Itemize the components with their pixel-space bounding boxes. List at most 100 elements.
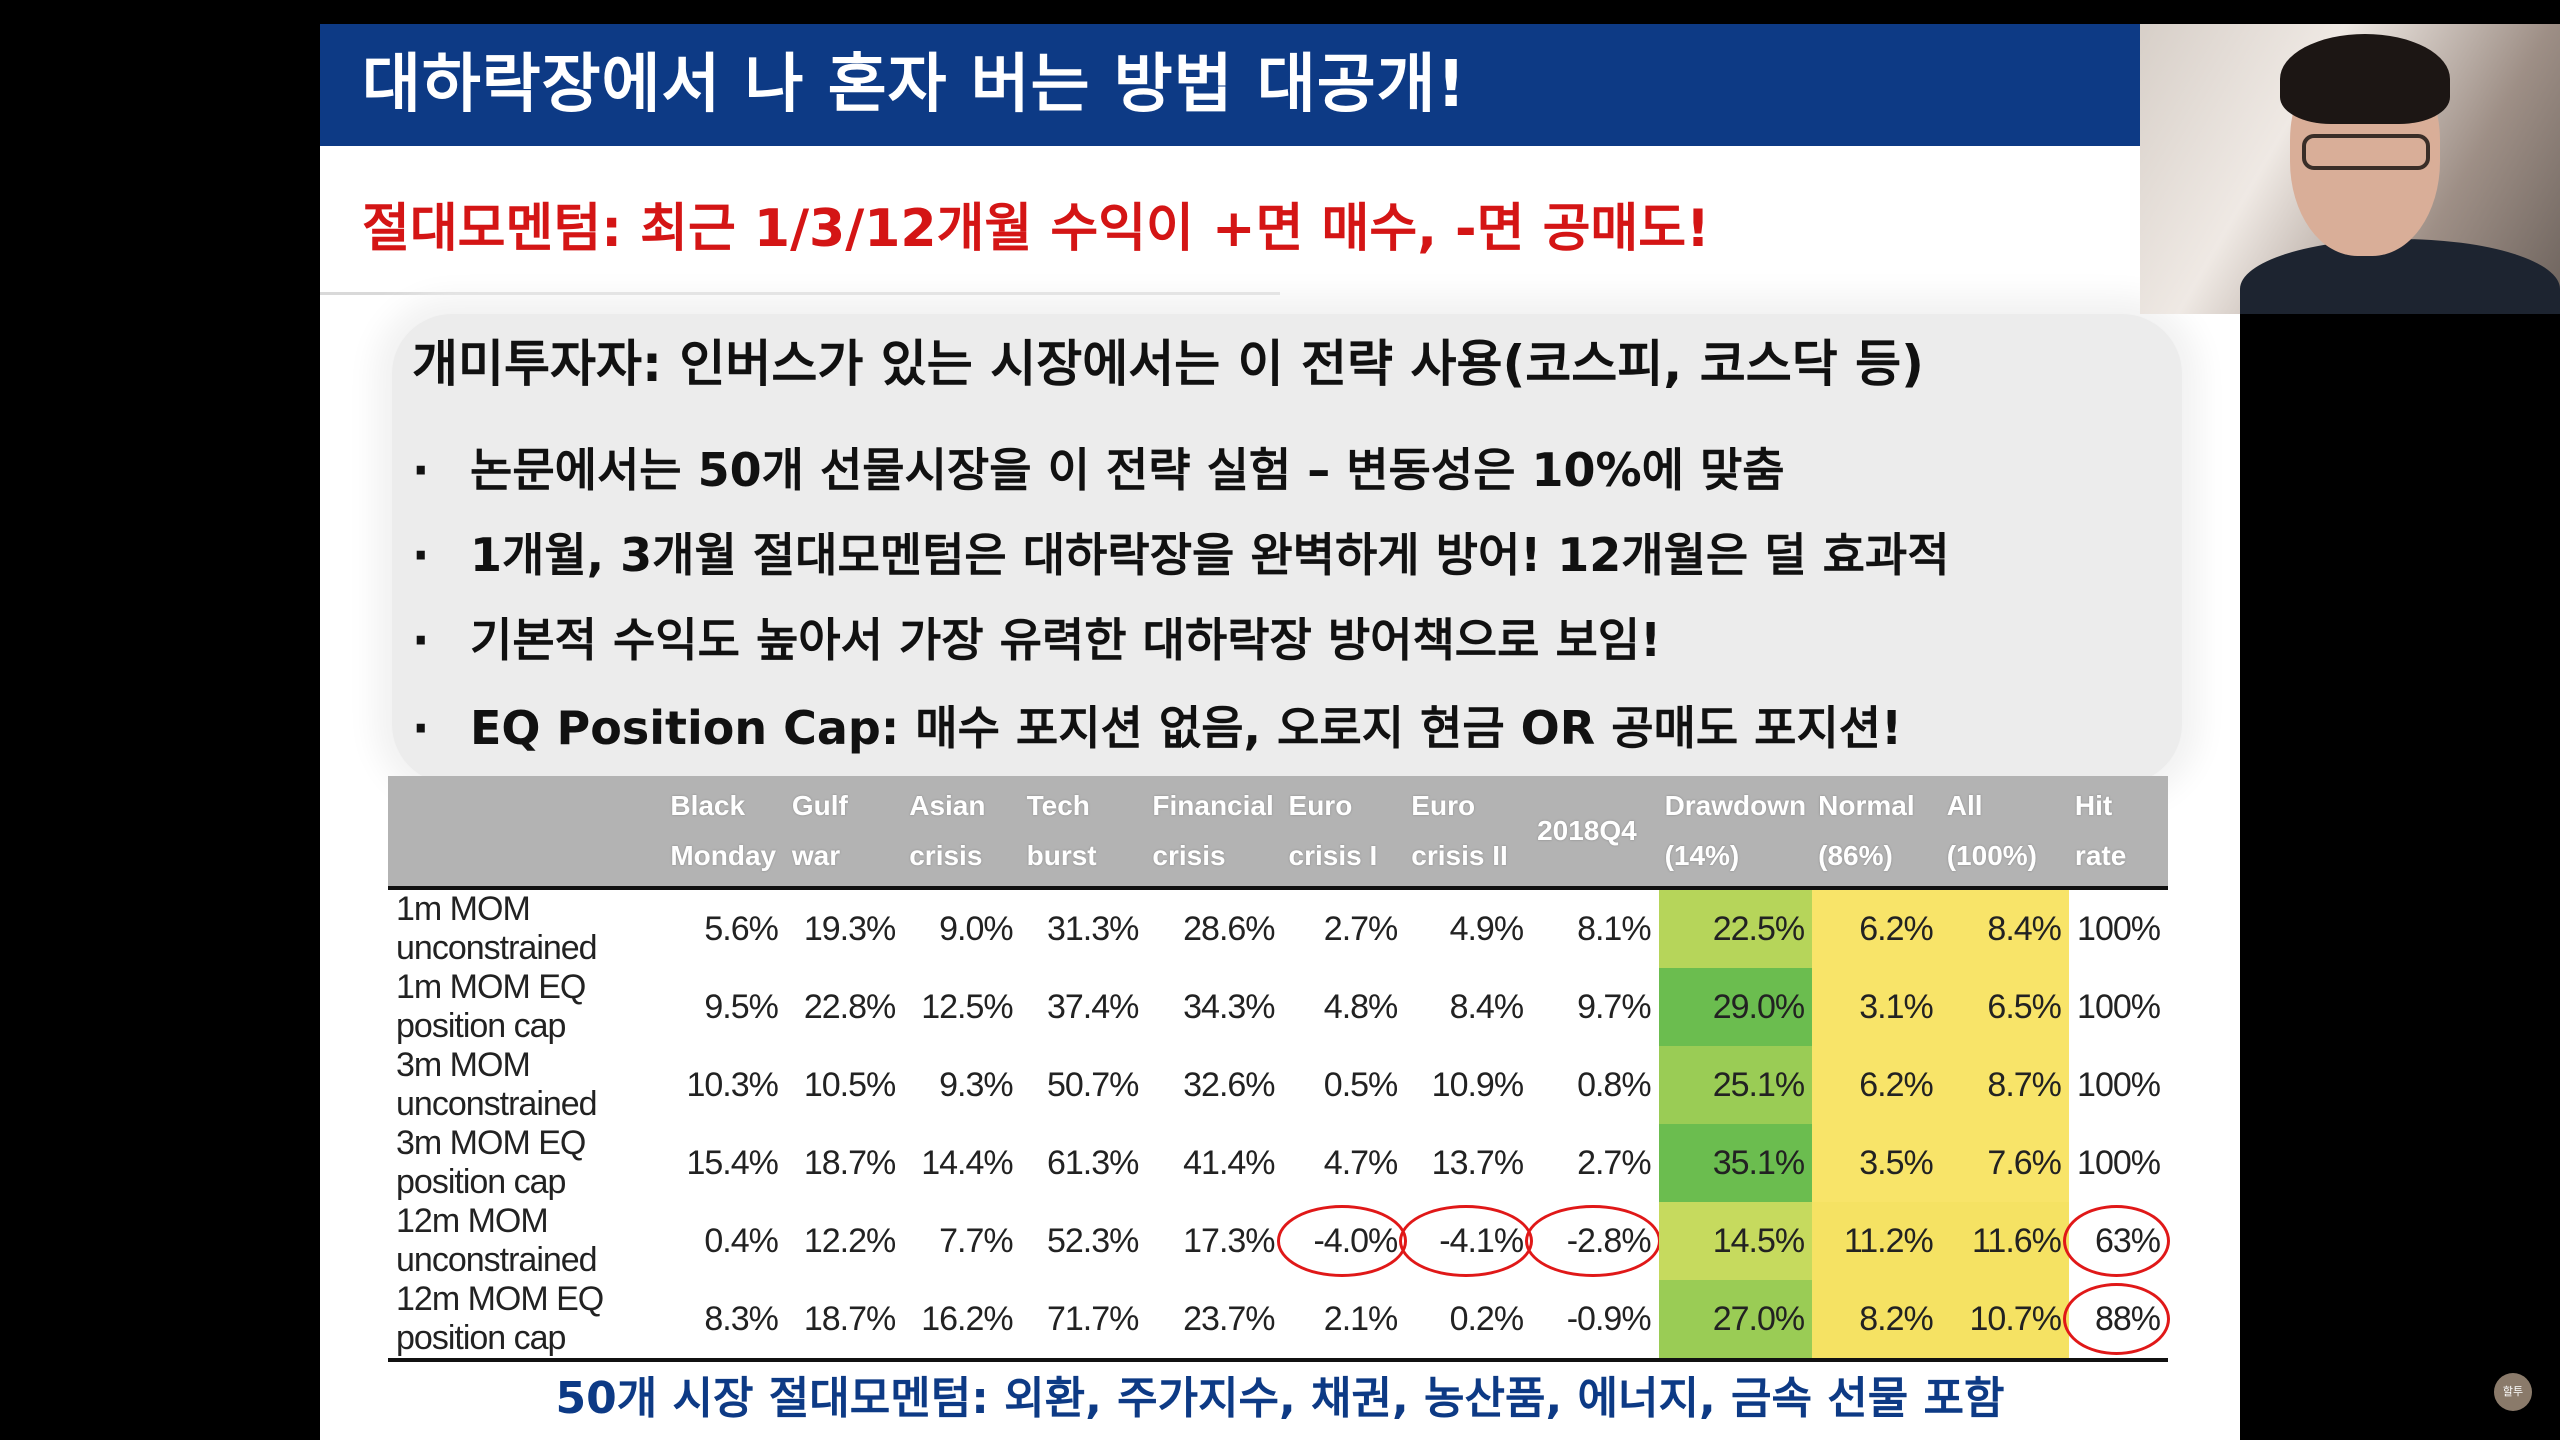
header-cell: Euro crisis I: [1282, 776, 1406, 888]
bullet-dot: ·: [412, 528, 430, 582]
table-cell: 18.7%: [786, 1124, 903, 1202]
presenter-webcam: [2140, 24, 2560, 314]
table-cell: 9.5%: [664, 968, 786, 1046]
cell-value: 8.3%: [704, 1299, 778, 1338]
cell-value: 50.7%: [1046, 1065, 1139, 1104]
bullet-text: EQ Position Cap: 매수 포지션 없음, 오로지 현금 OR 공매…: [470, 701, 1903, 755]
table-cell: 27.0%: [1658, 1280, 1813, 1362]
table-cell: 15.4%: [664, 1124, 786, 1202]
table-cell: 50.7%: [1021, 1046, 1147, 1124]
table-cell: 23.7%: [1146, 1280, 1283, 1362]
cell-value: 61.3%: [1046, 1143, 1139, 1182]
bullet-dot: ·: [412, 443, 430, 497]
cell-value: 8.4%: [1987, 909, 2061, 948]
cell-value: 71.7%: [1046, 1299, 1139, 1338]
row-label: 3m MOM EQ position cap: [396, 1124, 586, 1201]
cell-value: 6.2%: [1859, 1065, 1933, 1104]
row-label: 1m MOM EQ position cap: [396, 968, 586, 1045]
cell-value: 10.3%: [686, 1065, 778, 1104]
cell-value: 9.7%: [1577, 987, 1651, 1026]
table-cell: 8.7%: [1940, 1046, 2069, 1124]
cell-value: 0.2%: [1449, 1299, 1524, 1338]
table-cell: 14.5%: [1658, 1202, 1813, 1280]
table-cell: 63%: [2062, 1202, 2170, 1280]
table-cell: 11.6%: [1940, 1202, 2069, 1280]
table-row: 3m MOM unconstrained 10.3% 10.5% 9.3% 50.7% 3…: [388, 1046, 2168, 1124]
cell-value: 16.2%: [921, 1299, 1013, 1338]
cell-value: 0.8%: [1577, 1065, 1651, 1104]
cell-value: 10.5%: [803, 1065, 896, 1104]
presenter-shirt: [2240, 239, 2560, 314]
table-cell: 41.4%: [1146, 1124, 1282, 1202]
cell-value: 4.7%: [1323, 1143, 1398, 1182]
bullet-heading: 개미투자자: 인버스가 있는 시장에서는 이 전략 사용(코스피, 코스닥 등): [412, 335, 1924, 393]
table-cell: 88%: [2062, 1280, 2170, 1362]
cell-value: 4.8%: [1323, 987, 1398, 1026]
table-cell: 35.1%: [1658, 1124, 1813, 1202]
table-cell: 100%: [2069, 1046, 2168, 1124]
results-table-wrap: Black Monday Gulf war Asian crisis Tech bu…: [388, 776, 2170, 1362]
table-cell: 22.5%: [1658, 886, 1813, 968]
cell-value: 31.3%: [1046, 909, 1139, 948]
cell-value: 7.7%: [939, 1221, 1013, 1260]
cell-value: 12.5%: [921, 987, 1013, 1026]
slide-subtitle: 절대모멘텀: 최근 1/3/12개월 수익이 +면 매수, -면 공매도!: [362, 199, 1710, 259]
cell-value: 15.4%: [686, 1143, 778, 1182]
table-cell: 10.3%: [664, 1046, 786, 1124]
cell-value: 19.3%: [803, 909, 896, 948]
header-cell: [388, 776, 665, 888]
bullet-dot: ·: [412, 701, 430, 755]
header-cell: Gulf war: [785, 776, 904, 888]
cell-value: 18.7%: [803, 1143, 896, 1182]
table-cell: 100%: [2069, 968, 2168, 1046]
table-cell: 2.7%: [1282, 886, 1406, 968]
cell-value: 28.6%: [1183, 909, 1275, 948]
table-cell: 19.3%: [785, 886, 904, 968]
results-table: Black Monday Gulf war Asian crisis Tech bu…: [388, 776, 2170, 1362]
cell-value: 9.3%: [939, 1065, 1013, 1104]
channel-watermark-icon[interactable]: 할투: [2494, 1373, 2532, 1411]
bullet-text: 1개월, 3개월 절대모멘텀은 대하락장을 완벽하게 방어! 12개월은 덜 효…: [470, 528, 1950, 582]
table-cell: 4.9%: [1405, 886, 1532, 968]
cell-value: 10.9%: [1431, 1065, 1524, 1104]
cell-value: 7.6%: [1987, 1143, 2061, 1182]
table-cell: 0.2%: [1405, 1280, 1532, 1362]
table-cell: 10.9%: [1405, 1046, 1531, 1124]
header-cell: Normal (86%): [1812, 776, 1941, 888]
table-cell: 28.6%: [1146, 886, 1283, 968]
presenter-glasses: [2302, 134, 2430, 170]
row-label: 3m MOM unconstrained: [396, 1046, 598, 1123]
cell-value: 34.3%: [1183, 987, 1275, 1026]
table-cell: 0.5%: [1283, 1046, 1406, 1124]
bullet-item: · EQ Position Cap: 매수 포지션 없음, 오로지 현금 OR 공…: [412, 692, 1902, 758]
table-cell: 100%: [2069, 1124, 2168, 1202]
cell-value: 6.2%: [1859, 909, 1933, 948]
table-cell: 6.2%: [1812, 886, 1941, 968]
cell-value: 2.7%: [1323, 909, 1398, 948]
bullet-text: 기본적 수익도 높아서 가장 유력한 대하락장 방어책으로 보임!: [470, 613, 1662, 667]
cell-value: 3.5%: [1859, 1143, 1933, 1182]
cell-value: 37.4%: [1046, 987, 1139, 1026]
table-cell: 6.5%: [1940, 968, 2069, 1046]
table-cell: 18.7%: [785, 1280, 904, 1362]
row-label: 12m MOM unconstrained: [396, 1202, 598, 1279]
header-cell: Drawdown (14%): [1658, 776, 1813, 888]
table-header-row: Black Monday Gulf war Asian crisis Tech bu…: [388, 776, 2168, 888]
highlight-circle: [2062, 1283, 2170, 1355]
table-cell: 7.7%: [903, 1202, 1020, 1280]
cell-value: 10.7%: [1969, 1299, 2062, 1338]
cell-value: 14.4%: [921, 1143, 1013, 1182]
table-cell: 8.2%: [1812, 1280, 1941, 1362]
bullet-item: · 기본적 수익도 높아서 가장 유력한 대하락장 방어책으로 보임!: [412, 604, 1661, 670]
cell-value: 0.5%: [1323, 1065, 1398, 1104]
cell-value: 8.4%: [1449, 987, 1524, 1026]
table-cell: -4.0%: [1276, 1202, 1408, 1280]
cell-value: 41.4%: [1183, 1143, 1275, 1182]
highlight-circle: [2062, 1205, 2170, 1277]
cell-value: 32.6%: [1183, 1065, 1275, 1104]
table-cell: 9.0%: [903, 886, 1021, 968]
cell-value: -0.9%: [1566, 1299, 1652, 1338]
table-cell: 9.3%: [903, 1046, 1020, 1124]
table-cell: 34.3%: [1146, 968, 1282, 1046]
table-cell: 25.1%: [1658, 1046, 1813, 1124]
